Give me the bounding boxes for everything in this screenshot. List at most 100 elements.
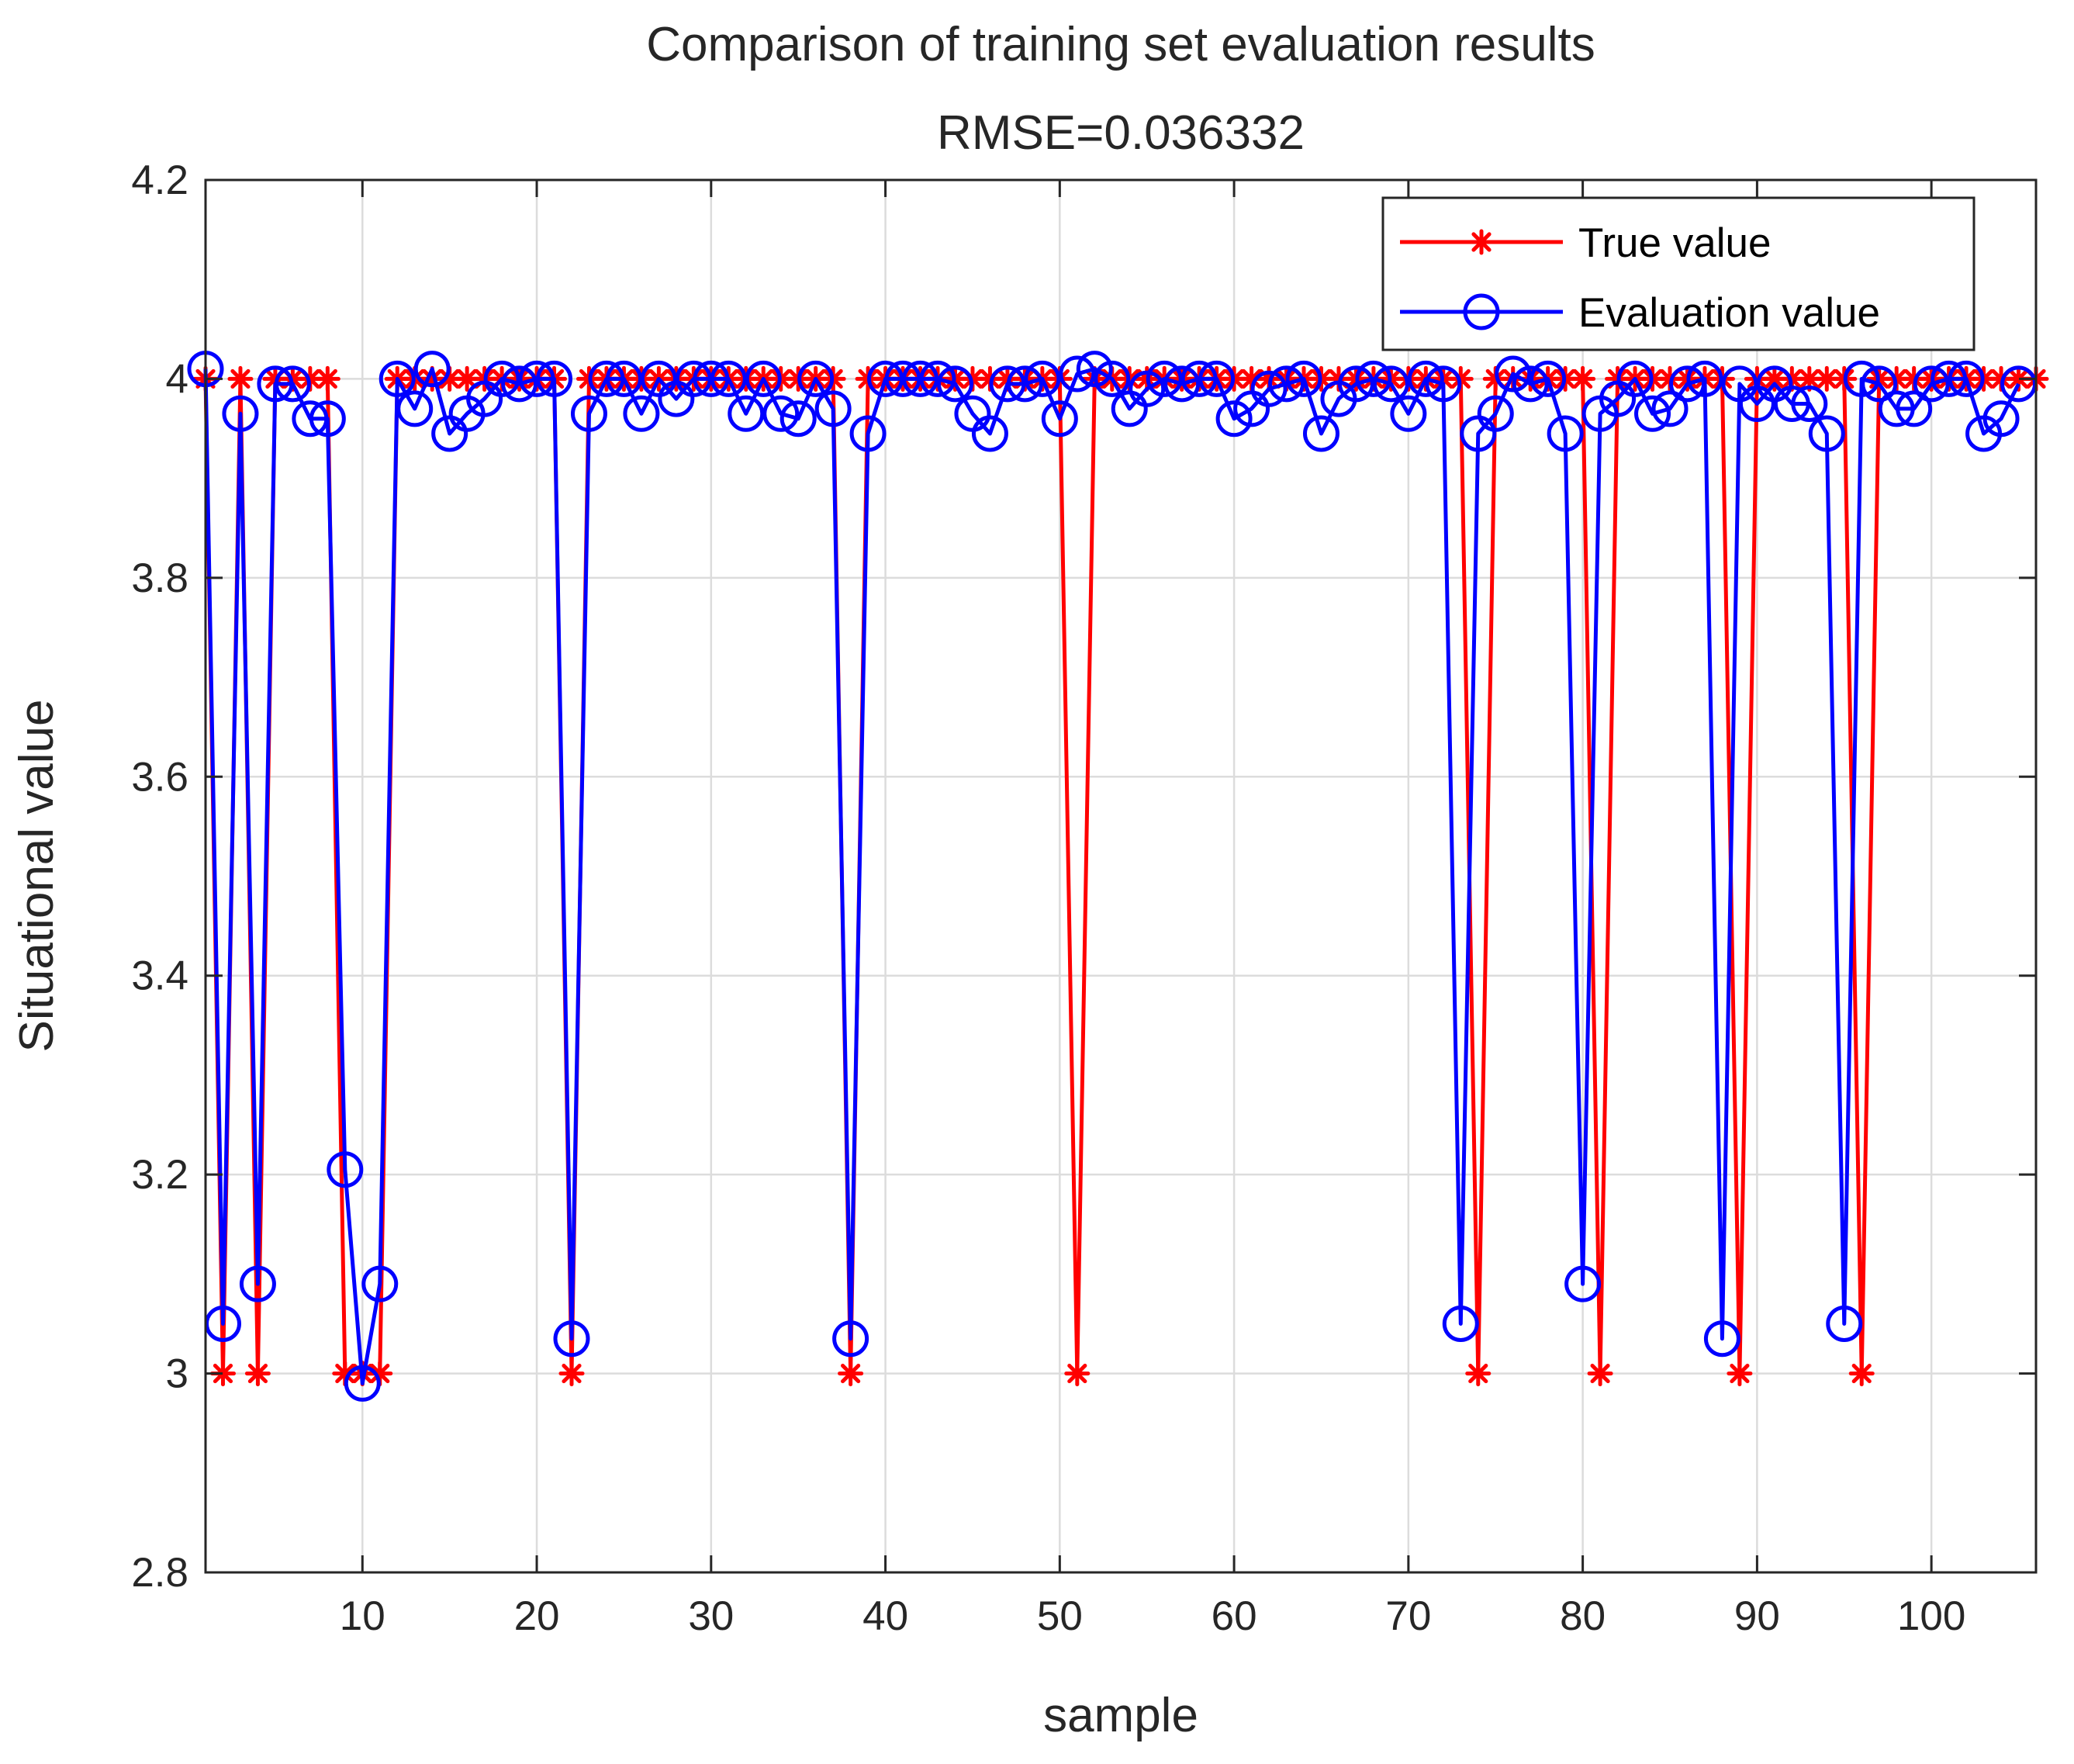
asterisk-stroke <box>230 368 251 389</box>
true-value-point <box>1465 1361 1492 1387</box>
true-value-point <box>209 1361 236 1387</box>
true-value-point <box>227 365 254 392</box>
evaluation-value-point <box>553 1320 590 1358</box>
y-tick-label: 3.2 <box>131 1152 188 1198</box>
asterisk-stroke <box>1067 1363 1087 1384</box>
chart-title: Comparison of training set evaluation re… <box>646 18 1595 71</box>
chart-subtitle: RMSE=0.036332 <box>937 106 1305 160</box>
evaluation-value-point <box>1215 400 1253 438</box>
asterisk-stroke <box>213 1363 233 1384</box>
evaluation-value-point <box>413 351 451 388</box>
evaluation-value-point <box>1686 360 1723 397</box>
legend-asterisk-mark <box>1468 229 1495 255</box>
evaluation-value-point <box>1861 365 1898 403</box>
legend: True value Evaluation value <box>1381 196 1975 351</box>
evaluation-value-point <box>1948 360 1985 397</box>
true-value-point <box>838 1361 864 1387</box>
true-value-point <box>1570 365 1596 392</box>
asterisk-stroke <box>335 1363 355 1384</box>
evaluation-value-point <box>1826 1305 1863 1342</box>
evaluation-value-point <box>762 395 800 432</box>
evaluation-value-point <box>779 400 817 438</box>
asterisk-stroke <box>440 368 460 389</box>
true-value-point <box>314 365 340 392</box>
evaluation-value-point <box>1651 390 1689 427</box>
x-tick-label: 40 <box>862 1593 908 1639</box>
evaluation-value-point <box>588 360 625 397</box>
x-tick-label: 60 <box>1212 1593 1257 1639</box>
legend-circle-icon <box>1463 293 1500 330</box>
evaluation-value-point <box>327 1151 364 1188</box>
x-tick-label: 50 <box>1037 1593 1083 1639</box>
evaluation-value-point <box>483 360 520 397</box>
evaluation-value-markers <box>187 351 2038 1402</box>
evaluation-value-point <box>1094 360 1131 397</box>
evaluation-value-point <box>1530 360 1567 397</box>
evaluation-value-point <box>1146 360 1183 397</box>
evaluation-value-point <box>1547 415 1584 452</box>
evaluation-value-point <box>1268 365 1305 403</box>
evaluation-value-point <box>605 360 642 397</box>
asterisk-stroke <box>1590 1363 1610 1384</box>
evaluation-value-point <box>710 360 747 397</box>
evaluation-value-point <box>1773 385 1810 422</box>
true-value-point <box>1064 1361 1091 1387</box>
evaluation-value-point <box>1076 351 1113 388</box>
evaluation-value-point <box>1285 360 1322 397</box>
evaluation-value-point <box>884 360 921 397</box>
x-tick-label: 30 <box>688 1593 734 1639</box>
evaluation-value-point <box>745 360 782 397</box>
evaluation-value-point <box>1163 365 1201 403</box>
true-value-point <box>1848 1361 1875 1387</box>
asterisk-stroke <box>1468 1363 1488 1384</box>
evaluation-value-point <box>1041 400 1078 438</box>
asterisk-stroke <box>1799 368 1820 389</box>
x-axis-label: sample <box>1043 1689 1198 1742</box>
tick-marks <box>206 178 2036 1574</box>
evaluation-value-point <box>814 390 852 427</box>
evaluation-value-point <box>971 415 1008 452</box>
evaluation-value-point <box>1425 365 1462 403</box>
asterisk-stroke <box>247 1363 268 1384</box>
evaluation-value-point <box>361 1265 399 1302</box>
evaluation-value-point <box>1564 1265 1602 1302</box>
evaluation-value-point <box>1616 360 1654 397</box>
evaluation-value-point <box>1982 400 2020 438</box>
asterisk-stroke <box>1816 368 1837 389</box>
asterisk-stroke <box>1851 1363 1872 1384</box>
evaluation-value-point <box>274 365 311 403</box>
evaluation-value-point <box>832 1320 869 1358</box>
evaluation-value-point <box>309 400 346 438</box>
x-tick-label: 70 <box>1385 1593 1431 1639</box>
asterisk-stroke <box>1730 1363 1750 1384</box>
y-tick-labels: 2.8 3 3.2 3.4 3.6 3.8 4 4.2 <box>131 157 188 1596</box>
asterisk-stroke <box>2008 368 2029 389</box>
evaluation-value-line <box>203 367 2020 1385</box>
true-value-point <box>244 1361 271 1387</box>
evaluation-value-point <box>1337 365 1374 403</box>
evaluation-value-point <box>919 360 956 397</box>
y-tick-label: 3.4 <box>131 953 188 999</box>
evaluation-value-point <box>257 365 294 403</box>
evaluation-value-point <box>849 415 887 452</box>
evaluation-value-point <box>501 365 538 403</box>
evaluation-value-point <box>396 390 434 427</box>
evaluation-value-point <box>1250 370 1288 407</box>
evaluation-value-point <box>936 365 973 403</box>
x-tick-labels: 10 20 30 40 50 60 70 80 90 100 <box>340 1593 1966 1639</box>
asterisk-stroke <box>1471 232 1492 252</box>
evaluation-value-point <box>1668 365 1706 403</box>
evaluation-value-point <box>1896 390 1933 427</box>
evaluation-value-point <box>1407 360 1444 397</box>
legend-asterisk-icon <box>1468 229 1495 255</box>
asterisk-stroke <box>1573 368 1593 389</box>
evaluation-value-point <box>1180 360 1218 397</box>
evaluation-value-point <box>1372 365 1409 403</box>
evaluation-value-point <box>239 1265 276 1302</box>
x-tick-label: 90 <box>1734 1593 1780 1639</box>
evaluation-value-point <box>728 395 765 432</box>
evaluation-value-point <box>797 360 835 397</box>
evaluation-value-point <box>222 395 259 432</box>
evaluation-value-point <box>1791 385 1828 422</box>
